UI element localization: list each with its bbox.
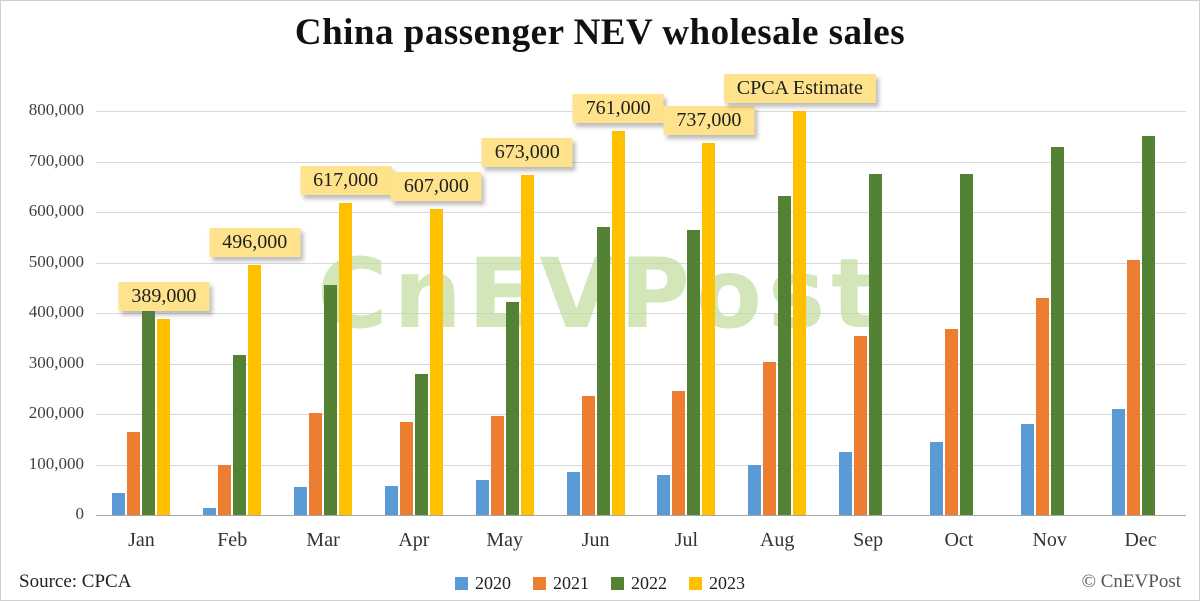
bar-2022-Oct bbox=[959, 173, 973, 515]
copyright-note: © CnEVPost bbox=[1081, 571, 1181, 592]
bar-2022-Apr bbox=[414, 373, 428, 515]
y-axis-tick-label: 200,000 bbox=[28, 403, 84, 422]
bar-2020-Sep bbox=[839, 451, 853, 515]
y-axis-tick-label: 700,000 bbox=[28, 151, 84, 170]
bar-2023-Feb bbox=[248, 264, 262, 515]
data-label-Jun-2023: 761,000 bbox=[572, 93, 664, 123]
data-label-Jan-2023: 389,000 bbox=[118, 281, 210, 311]
bar-2020-Oct bbox=[929, 442, 943, 515]
bar-2023-May bbox=[520, 175, 534, 515]
bar-2020-Jul bbox=[657, 474, 671, 515]
bar-2020-Feb bbox=[203, 507, 217, 515]
bar-2022-Jun bbox=[596, 226, 610, 515]
bar-2021-Nov bbox=[1035, 298, 1049, 515]
bar-2022-Jul bbox=[687, 230, 701, 515]
bar-2021-Sep bbox=[854, 335, 868, 515]
legend-swatch-2020 bbox=[455, 577, 468, 590]
bar-2022-Aug bbox=[778, 196, 792, 515]
x-axis-label-Feb: Feb bbox=[217, 529, 248, 551]
bar-2020-Apr bbox=[384, 485, 398, 515]
bar-2020-Aug bbox=[748, 464, 762, 515]
bar-2022-Feb bbox=[233, 354, 247, 515]
bar-2021-Jun bbox=[581, 396, 595, 515]
bar-2023-Jun bbox=[611, 130, 625, 515]
grid-line bbox=[96, 162, 1186, 163]
y-axis-tick-label: 800,000 bbox=[28, 100, 84, 119]
grid-line bbox=[96, 212, 1186, 213]
bar-2021-May bbox=[490, 415, 504, 515]
legend-swatch-2023 bbox=[689, 577, 702, 590]
x-axis-label-Jul: Jul bbox=[674, 529, 699, 551]
legend-label-2020: 2020 bbox=[475, 573, 511, 593]
legend-label-2022: 2022 bbox=[631, 573, 667, 593]
x-axis-label-Jan: Jan bbox=[128, 529, 155, 551]
y-axis-tick-label: 300,000 bbox=[28, 353, 84, 372]
x-axis-line bbox=[96, 515, 1186, 516]
x-axis-label-Sep: Sep bbox=[853, 529, 884, 551]
data-label-Apr-2023: 607,000 bbox=[390, 171, 482, 201]
bar-2020-Jan bbox=[112, 493, 126, 515]
bar-2022-Jan bbox=[142, 310, 156, 515]
bar-2023-Jan bbox=[157, 318, 171, 515]
bar-2021-Mar bbox=[309, 413, 323, 515]
data-label-May-2023: 673,000 bbox=[481, 138, 573, 168]
x-axis-label-Aug: Aug bbox=[759, 529, 795, 551]
data-label-Aug-2023: CPCA Estimate bbox=[723, 74, 876, 103]
grid-line bbox=[96, 364, 1186, 365]
bar-2021-Aug bbox=[763, 361, 777, 515]
legend-swatch-2021 bbox=[533, 577, 546, 590]
bar-2020-Jun bbox=[566, 472, 580, 515]
bar-2021-Oct bbox=[944, 329, 958, 515]
y-axis-tick-label: 0 bbox=[75, 504, 85, 523]
chart-title: China passenger NEV wholesale sales bbox=[294, 12, 906, 53]
bar-2020-Dec bbox=[1111, 408, 1125, 515]
bar-2023-Jul bbox=[702, 142, 716, 515]
legend-label-2023: 2023 bbox=[709, 573, 745, 593]
x-axis-label-May: May bbox=[486, 529, 524, 551]
bar-2021-Jul bbox=[672, 390, 686, 515]
bar-2020-Mar bbox=[294, 486, 308, 515]
legend-swatch-2022 bbox=[611, 577, 624, 590]
grid-line bbox=[96, 414, 1186, 415]
grid-line bbox=[96, 465, 1186, 466]
data-label-Jul-2023: 737,000 bbox=[663, 105, 755, 135]
legend-item-2023: 2023 bbox=[689, 573, 745, 594]
grid-line bbox=[96, 313, 1186, 314]
legend-item-2020: 2020 bbox=[455, 573, 511, 594]
bar-2022-Sep bbox=[869, 174, 883, 515]
y-axis-tick-label: 500,000 bbox=[28, 252, 84, 271]
bar-2021-Dec bbox=[1126, 260, 1140, 515]
bar-2021-Jan bbox=[127, 431, 141, 515]
data-label-Mar-2023: 617,000 bbox=[300, 166, 392, 196]
x-axis-label-Nov: Nov bbox=[1032, 529, 1067, 551]
x-axis-label-Mar: Mar bbox=[306, 529, 340, 551]
legend: 2020 2021 2022 2023 bbox=[1, 573, 1199, 594]
bar-2022-Dec bbox=[1141, 136, 1155, 516]
bar-2023-Apr bbox=[429, 208, 443, 515]
bar-2021-Apr bbox=[399, 422, 413, 515]
legend-label-2021: 2021 bbox=[553, 573, 589, 593]
legend-item-2021: 2021 bbox=[533, 573, 589, 594]
x-axis-label-Jun: Jun bbox=[581, 529, 610, 551]
y-axis-tick-label: 100,000 bbox=[28, 454, 84, 473]
bar-2023-Mar bbox=[339, 203, 353, 515]
x-axis-label-Apr: Apr bbox=[398, 529, 430, 551]
bar-2021-Feb bbox=[218, 464, 232, 515]
bar-2020-May bbox=[475, 479, 489, 515]
bar-2022-Mar bbox=[324, 285, 338, 515]
data-label-Feb-2023: 496,000 bbox=[209, 227, 301, 257]
bar-2022-May bbox=[505, 302, 519, 515]
grid-line bbox=[96, 263, 1186, 264]
legend-item-2022: 2022 bbox=[611, 573, 667, 594]
x-axis-label-Oct: Oct bbox=[944, 529, 974, 551]
y-axis-tick-label: 600,000 bbox=[28, 201, 84, 220]
y-axis-tick-label: 400,000 bbox=[28, 302, 84, 321]
bar-2023-Aug bbox=[793, 111, 807, 515]
x-axis-label-Dec: Dec bbox=[1124, 529, 1157, 551]
bar-2022-Nov bbox=[1050, 147, 1064, 515]
source-note: Source: CPCA bbox=[19, 571, 132, 592]
bar-2020-Nov bbox=[1020, 423, 1034, 515]
